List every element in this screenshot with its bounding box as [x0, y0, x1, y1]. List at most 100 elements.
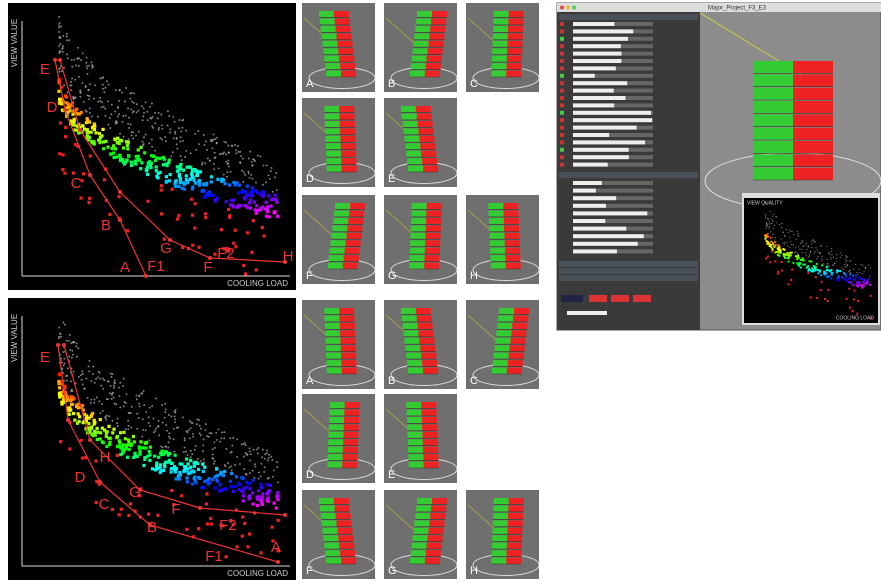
scatter-point [198, 419, 200, 421]
scatter-point [80, 378, 83, 381]
scatter-point [237, 145, 239, 147]
tower-slab-green [489, 232, 505, 240]
tower-slab-red [432, 11, 448, 18]
pareto-point [208, 256, 212, 260]
scatter-point [107, 100, 109, 103]
scatter-point [860, 286, 863, 289]
scatter-point [774, 236, 777, 239]
scatter-point [857, 273, 859, 275]
scatter-point [172, 427, 175, 430]
scatter-point [60, 108, 65, 112]
scatter-point [240, 443, 243, 446]
scatter-point [839, 252, 841, 254]
scatter-point [92, 122, 96, 126]
scatter-point [266, 459, 269, 462]
scatter-point [76, 402, 80, 406]
tower-slab-green [401, 113, 417, 120]
scatter-point [844, 273, 847, 276]
scatter-point [802, 259, 805, 262]
scatter-point [135, 394, 138, 397]
scatter-point [105, 418, 108, 421]
scatter-point [220, 152, 223, 155]
scatter-point [215, 196, 219, 200]
scatter-point [220, 431, 223, 434]
scatter-point [796, 230, 798, 232]
scatter-point [235, 181, 239, 185]
scatter-point [70, 80, 73, 83]
scatter-point [829, 254, 831, 256]
scatter-point [173, 415, 176, 418]
scatter-point [107, 380, 109, 383]
scatter-point [122, 377, 125, 380]
scatter-point [164, 180, 168, 184]
tower-slab-red [503, 217, 519, 225]
scatter-point [234, 475, 238, 479]
scatter-point [178, 462, 182, 466]
scatter-point [204, 216, 208, 220]
scatter-point [58, 15, 61, 18]
tower-slab-green [323, 48, 339, 55]
tower-slab-green [409, 247, 425, 255]
tower-slab-green [497, 322, 513, 330]
scatter-point [269, 204, 273, 208]
scatter-point [847, 281, 850, 284]
scatter-point [118, 386, 121, 389]
scatter-point [143, 151, 147, 155]
scatter-point [832, 256, 835, 258]
tower-slab-green [491, 63, 507, 70]
tower-slab-red [793, 127, 833, 140]
scatter-point [223, 182, 227, 186]
scatter-point [86, 138, 91, 142]
scatter-point [798, 235, 800, 237]
tower-slab-green [413, 40, 429, 48]
tower-slab-red [793, 87, 833, 100]
scatter-point [86, 73, 89, 76]
scatter-point [783, 255, 786, 258]
scatter-point [122, 135, 125, 138]
scatter-point [90, 380, 93, 382]
scatter-point [276, 461, 279, 464]
scatter-point [867, 277, 870, 280]
scatter-point [819, 289, 822, 292]
scatter-point [810, 240, 813, 242]
scatter-point [263, 457, 266, 460]
scatter-point [202, 189, 206, 193]
scatter-point [774, 260, 777, 263]
tower-slab-red [339, 542, 355, 550]
scatter-point [222, 152, 225, 155]
scatter-point [259, 192, 263, 197]
scatter-point [806, 248, 808, 250]
scatter-point [68, 109, 72, 113]
scatter-point [194, 169, 198, 173]
scatter-point [830, 269, 833, 272]
scatter-point [93, 433, 97, 437]
scatter-point [791, 268, 794, 271]
scatter-point [843, 272, 846, 275]
scatter-point [198, 143, 200, 146]
slider-fill [573, 66, 616, 71]
scatter-point [122, 160, 126, 164]
y-axis-label: VIEW VALUE [10, 314, 19, 362]
scatter-point [149, 161, 154, 165]
slider-toggle [560, 155, 564, 160]
slider-fill [573, 133, 610, 137]
scatter-point [261, 448, 264, 451]
scatter-point [154, 429, 157, 432]
tower-slab-red [344, 416, 360, 424]
tower-slab-red [340, 550, 356, 557]
scatter-point [796, 258, 799, 261]
scatter-point [243, 171, 245, 174]
scatter-point [190, 187, 194, 191]
scatter-point [157, 128, 160, 131]
scatter-point [862, 284, 865, 287]
tower-slab-red [506, 542, 522, 550]
scatter-point [235, 152, 238, 155]
tower-slab-red [420, 143, 436, 150]
thumbnail-label: G [388, 565, 397, 577]
tower-slab-green [496, 330, 512, 337]
scatter-point [247, 496, 251, 500]
scatter-point [226, 171, 229, 174]
scatter-point [122, 162, 127, 166]
scatter-point [132, 137, 135, 140]
scatter-point [85, 61, 88, 64]
